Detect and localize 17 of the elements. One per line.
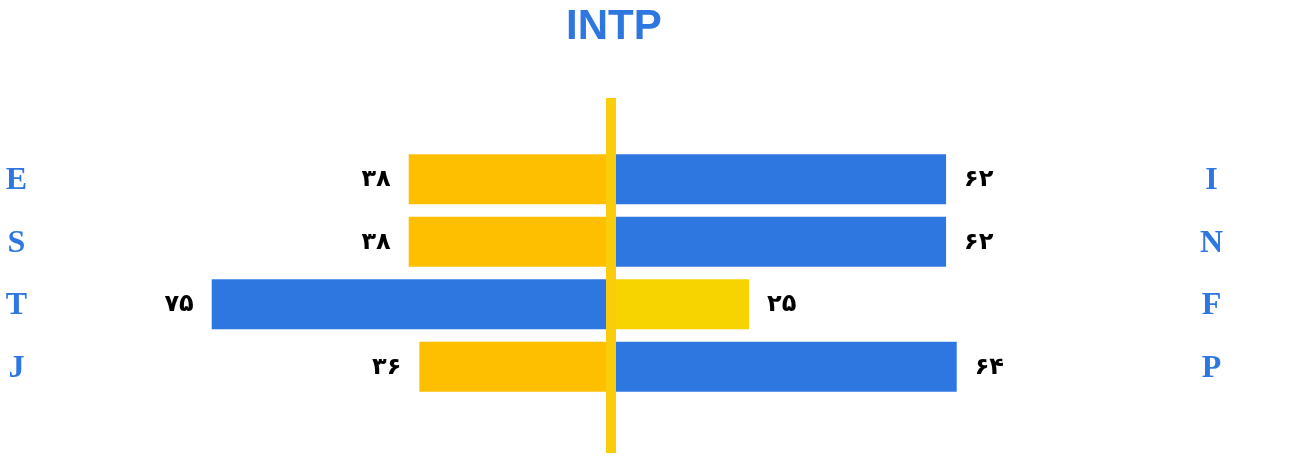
data-label: ۶۴ <box>974 351 1005 380</box>
y-tick-label: P <box>1201 347 1222 384</box>
data-label: ۷۵ <box>164 289 194 318</box>
y-tick-label: F <box>1201 285 1222 322</box>
data-label: ۶۲ <box>964 164 994 193</box>
y-tick-label: S <box>7 222 26 259</box>
data-label: ۳۸ <box>361 226 392 255</box>
data-label: ۳۸ <box>361 164 392 193</box>
data-label: ۳۶ <box>372 351 402 380</box>
chart-title: INTP <box>566 1 662 48</box>
data-label: ۲۵ <box>767 289 797 318</box>
y-tick-label: J <box>8 347 25 384</box>
y-tick-label: T <box>5 285 28 322</box>
data-label: ۶۲ <box>964 226 994 255</box>
y-tick-label: E <box>5 160 28 197</box>
y-tick-label: N <box>1199 222 1224 259</box>
y-tick-label: I <box>1205 160 1218 197</box>
